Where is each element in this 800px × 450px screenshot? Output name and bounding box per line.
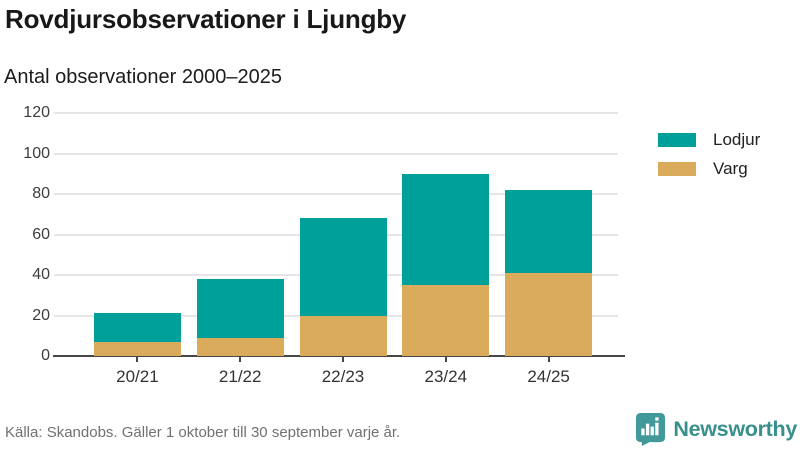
x-tick-label: 22/23 [321, 367, 365, 386]
chart-subtitle: Antal observationer 2000–2025 [4, 66, 282, 88]
newsworthy-wordmark: Newsworthy [673, 416, 797, 441]
bar-segment-varg [505, 272, 593, 356]
x-tick-label: 20/21 [116, 367, 159, 386]
x-tick-label: 21/22 [218, 367, 262, 386]
x-axis-tick [342, 357, 344, 362]
legend-label: Varg [713, 159, 748, 178]
legend-item-varg: Varg [658, 160, 760, 177]
legend-label: Lodjur [713, 130, 761, 149]
x-tick-label: 24/25 [527, 367, 570, 386]
y-tick-label: 40 [32, 266, 50, 283]
chart-title: Rovdjursobservationer i Ljungby [5, 4, 407, 34]
y-tick-label: 20 [32, 306, 50, 324]
bar-segment-lodjur [299, 218, 387, 316]
bar-segment-varg [299, 315, 387, 356]
x-axis-tick [547, 357, 550, 362]
legend-item-lodjur: Lodjur [658, 131, 760, 148]
x-axis-line [53, 355, 625, 357]
bar-segment-lodjur [93, 313, 181, 342]
bar-segment-varg [196, 337, 284, 356]
x-axis-tick [444, 357, 447, 362]
bar-segment-varg [93, 341, 181, 356]
legend: Lodjur Varg [658, 131, 760, 189]
y-tick-label: 120 [23, 104, 50, 121]
bar-segment-lodjur [505, 189, 593, 273]
plot-area: 20/21 21/22 22/23 23/24 24/25 [53, 112, 625, 386]
y-tick-label: 100 [23, 144, 50, 162]
y-axis-labels: 0 20 40 60 80 100 120 [0, 104, 50, 364]
bar-segment-lodjur [402, 173, 490, 286]
legend-swatch [658, 161, 696, 176]
x-axis-tick [239, 357, 242, 362]
y-tick-label: 60 [32, 225, 50, 243]
newsworthy-logo-icon [636, 413, 666, 446]
grid-line [54, 152, 618, 155]
source-note: Källa: Skandobs. Gäller 1 oktober till 3… [5, 424, 401, 441]
legend-swatch [658, 132, 696, 147]
x-axis-tick [136, 357, 139, 362]
y-tick-label: 0 [41, 347, 50, 364]
grid-line [54, 193, 618, 195]
newsworthy-logo[interactable]: Newsworthy [635, 412, 797, 446]
y-tick-label: 80 [32, 185, 50, 202]
bar-segment-lodjur [196, 279, 284, 338]
grid-line [54, 112, 618, 114]
bar-segment-varg [402, 285, 490, 356]
x-tick-label: 23/24 [424, 367, 468, 386]
